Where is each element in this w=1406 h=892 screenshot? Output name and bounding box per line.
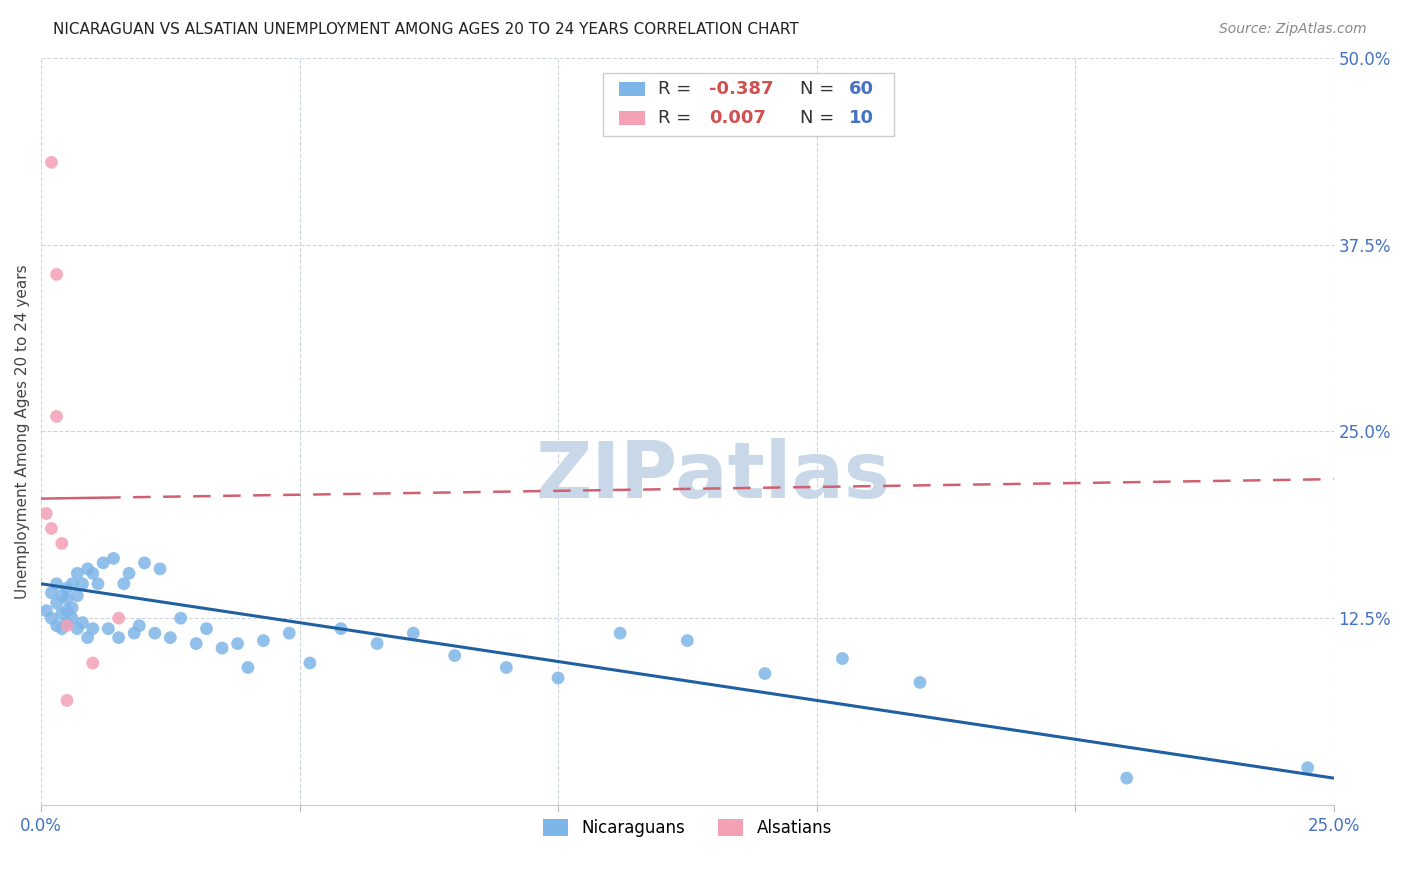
Point (278, 626, 301, 640)
Point (547, 671, 569, 685)
Point (195, 622, 218, 636)
Point (107, 631, 129, 645)
FancyBboxPatch shape (603, 72, 894, 136)
Point (329, 622, 352, 636)
Point (82, 656, 104, 670)
Point (51, 607, 73, 621)
Point (1296, 761, 1319, 775)
Point (298, 656, 321, 670)
Point (159, 631, 181, 645)
Point (186, 637, 208, 651)
Point (170, 611, 193, 625)
Text: ZIPatlas: ZIPatlas (536, 438, 890, 514)
Point (366, 637, 388, 651)
Point (41, 611, 63, 625)
Point (443, 648, 465, 663)
Point (60, 576, 83, 591)
Point (87, 576, 110, 591)
Point (66, 566, 89, 581)
Point (149, 562, 172, 576)
Point (831, 651, 853, 665)
Text: NICARAGUAN VS ALSATIAN UNEMPLOYMENT AMONG AGES 20 TO 24 YEARS CORRELATION CHART: NICARAGUAN VS ALSATIAN UNEMPLOYMENT AMON… (53, 22, 799, 37)
Y-axis label: Unemployment Among Ages 20 to 24 years: Unemployment Among Ages 20 to 24 years (15, 264, 30, 599)
Point (56, 618, 79, 632)
Text: 60: 60 (849, 80, 875, 98)
Point (45, 576, 67, 591)
Bar (619, 111, 645, 125)
Point (107, 611, 129, 625)
Point (56, 615, 79, 630)
Point (51, 536, 73, 550)
Text: R =: R = (658, 109, 696, 127)
Point (72, 615, 94, 630)
Point (118, 566, 141, 581)
Point (45, 618, 67, 632)
Point (82, 566, 104, 581)
Point (60, 611, 83, 625)
Point (76, 631, 98, 645)
Point (609, 626, 631, 640)
Point (41, 586, 63, 600)
Text: Source: ZipAtlas.com: Source: ZipAtlas.com (1219, 22, 1367, 37)
Point (91, 556, 114, 570)
Point (134, 556, 156, 570)
Point (56, 591, 79, 606)
Point (51, 622, 73, 636)
Point (252, 633, 274, 648)
Point (41, 155, 63, 169)
Point (112, 576, 135, 591)
Point (676, 633, 699, 648)
Point (35, 604, 58, 618)
Point (35, 507, 58, 521)
Point (66, 589, 89, 603)
Text: R =: R = (658, 80, 696, 98)
Point (908, 675, 931, 690)
Point (122, 626, 145, 640)
Bar (619, 82, 645, 96)
Point (128, 618, 150, 632)
Point (402, 626, 425, 640)
Point (211, 641, 233, 656)
Point (51, 589, 73, 603)
Point (76, 562, 98, 576)
Point (72, 576, 94, 591)
Point (56, 693, 79, 707)
Legend: Nicaraguans, Alsatians: Nicaraguans, Alsatians (534, 811, 841, 846)
Point (226, 637, 249, 651)
Point (66, 622, 89, 636)
Point (45, 268, 67, 282)
Point (56, 582, 79, 596)
Point (45, 409, 67, 424)
Point (1115, 771, 1137, 785)
Point (56, 604, 79, 618)
Point (495, 660, 517, 674)
Text: N =: N = (800, 109, 839, 127)
Point (103, 551, 125, 566)
Point (60, 600, 83, 615)
Point (41, 521, 63, 535)
Point (754, 666, 776, 681)
Point (82, 622, 104, 636)
Text: N =: N = (800, 80, 839, 98)
Text: 10: 10 (849, 109, 875, 127)
Point (97, 622, 120, 636)
Text: 0.007: 0.007 (709, 109, 766, 127)
Point (143, 626, 166, 640)
Text: -0.387: -0.387 (709, 80, 773, 98)
Point (236, 660, 259, 674)
Point (45, 596, 67, 610)
